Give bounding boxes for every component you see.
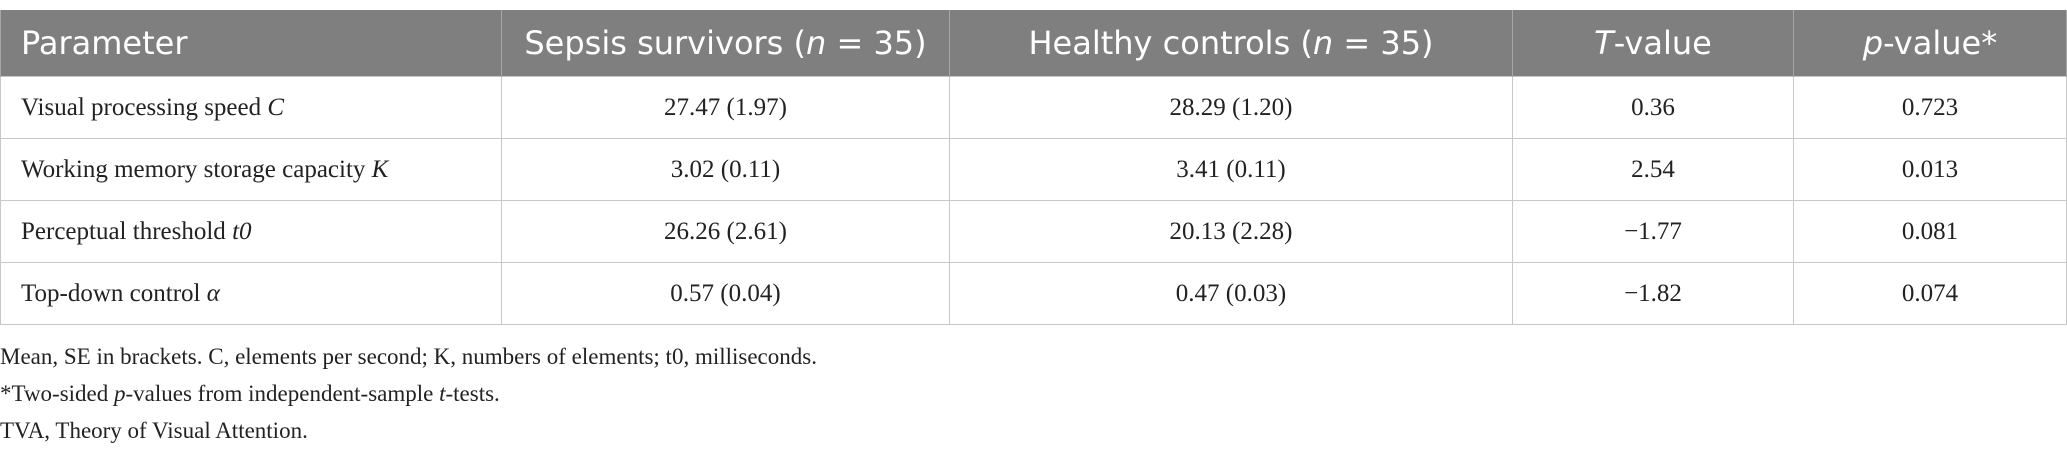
row-label-cell: Top-down control α bbox=[0, 262, 502, 325]
table-row: Visual processing speed C 27.47 (1.97) 28.… bbox=[0, 76, 2067, 139]
row-label: Top-down control bbox=[21, 279, 207, 307]
header-text: = 35) bbox=[826, 24, 927, 62]
row-label: Visual processing speed bbox=[21, 93, 268, 121]
row-label-symbol: t0 bbox=[232, 217, 252, 245]
cell-value: 0.074 bbox=[1901, 279, 1959, 307]
value-cell: 20.13 (2.28) bbox=[949, 200, 1513, 263]
cell-value: 27.47 (1.97) bbox=[664, 93, 787, 121]
cell-value: −1.77 bbox=[1624, 217, 1682, 245]
header-text: T bbox=[1594, 24, 1614, 62]
cell-value: 0.081 bbox=[1901, 217, 1959, 245]
cell-value: 0.36 bbox=[1631, 93, 1675, 121]
header-cell: Parameter bbox=[0, 10, 502, 77]
table-row: Top-down control α 0.57 (0.04) 0.47 (0.03)… bbox=[0, 262, 2067, 325]
row-label-cell: Visual processing speed C bbox=[0, 76, 502, 139]
value-cell: 0.074 bbox=[1793, 262, 2067, 325]
header-cell: p-value* bbox=[1793, 10, 2067, 77]
footnote-text: *Two-sided bbox=[0, 381, 115, 406]
footnote-text: Mean, SE in brackets. C, elements per se… bbox=[0, 344, 817, 369]
footnote: *Two-sided p-values from independent-sam… bbox=[0, 375, 817, 412]
value-cell: 26.26 (2.61) bbox=[501, 200, 950, 263]
footnote: Mean, SE in brackets. C, elements per se… bbox=[0, 338, 817, 375]
header-text: n bbox=[1312, 24, 1334, 62]
header-text: Healthy controls ( bbox=[1028, 24, 1313, 62]
row-label-symbol: C bbox=[267, 93, 285, 121]
value-cell: 3.41 (0.11) bbox=[949, 138, 1513, 201]
value-cell: −1.77 bbox=[1512, 200, 1794, 263]
header-text: -value bbox=[1613, 24, 1712, 62]
row-label: Perceptual threshold bbox=[21, 217, 233, 245]
footnote-text: p bbox=[114, 381, 126, 406]
cell-value: 26.26 (2.61) bbox=[664, 217, 787, 245]
value-cell: 0.013 bbox=[1793, 138, 2067, 201]
value-cell: 27.47 (1.97) bbox=[501, 76, 950, 139]
cell-value: 0.013 bbox=[1901, 155, 1959, 183]
header-text: p bbox=[1862, 24, 1884, 62]
cell-value: 0.47 (0.03) bbox=[1175, 279, 1287, 307]
value-cell: 28.29 (1.20) bbox=[949, 76, 1513, 139]
cell-value: −1.82 bbox=[1624, 279, 1682, 307]
value-cell: 0.081 bbox=[1793, 200, 2067, 263]
value-cell: 3.02 (0.11) bbox=[501, 138, 950, 201]
table-body: Visual processing speed C 27.47 (1.97) 28.… bbox=[0, 76, 2067, 325]
header-text: n bbox=[806, 24, 827, 62]
cell-value: 0.723 bbox=[1901, 93, 1959, 121]
footnote: TVA, Theory of Visual Attention. bbox=[0, 412, 817, 449]
header-row: Parameter Sepsis survivors (n = 35) Heal… bbox=[0, 10, 2067, 77]
value-cell: 0.57 (0.04) bbox=[501, 262, 950, 325]
header-text: Parameter bbox=[21, 24, 188, 62]
header-cell: Sepsis survivors (n = 35) bbox=[501, 10, 950, 77]
table-row: Working memory storage capacity K 3.02 (0… bbox=[0, 138, 2067, 201]
header-text: -value* bbox=[1883, 24, 1998, 62]
header-cell: T-value bbox=[1512, 10, 1794, 77]
cell-value: 28.29 (1.20) bbox=[1169, 93, 1293, 121]
row-label-cell: Perceptual threshold t0 bbox=[0, 200, 502, 263]
value-cell: 2.54 bbox=[1512, 138, 1794, 201]
table-row: Perceptual threshold t0 26.26 (2.61) 20.13… bbox=[0, 200, 2067, 263]
footnote-text: -values from independent-sample bbox=[125, 381, 440, 406]
value-cell: −1.82 bbox=[1512, 262, 1794, 325]
value-cell: 0.47 (0.03) bbox=[949, 262, 1513, 325]
footnote-text: t bbox=[439, 381, 446, 406]
row-label-symbol: α bbox=[206, 279, 220, 307]
footnotes: Mean, SE in brackets. C, elements per se… bbox=[0, 338, 817, 449]
row-label-cell: Working memory storage capacity K bbox=[0, 138, 502, 201]
header-text: = 35) bbox=[1333, 24, 1434, 62]
footnote-text: -tests. bbox=[445, 381, 500, 406]
header-cell: Healthy controls (n = 35) bbox=[949, 10, 1513, 77]
data-table: Parameter Sepsis survivors (n = 35) Heal… bbox=[0, 10, 2067, 325]
value-cell: 0.36 bbox=[1512, 76, 1794, 139]
cell-value: 3.02 (0.11) bbox=[670, 155, 781, 183]
cell-value: 3.41 (0.11) bbox=[1176, 155, 1286, 183]
row-label: Working memory storage capacity bbox=[21, 155, 372, 183]
cell-value: 0.57 (0.04) bbox=[670, 279, 781, 307]
cell-value: 2.54 bbox=[1631, 155, 1675, 183]
footnote-text: TVA, Theory of Visual Attention. bbox=[0, 418, 308, 443]
cell-value: 20.13 (2.28) bbox=[1169, 217, 1293, 245]
value-cell: 0.723 bbox=[1793, 76, 2067, 139]
header-text: Sepsis survivors ( bbox=[524, 24, 806, 62]
row-label-symbol: K bbox=[371, 155, 389, 183]
